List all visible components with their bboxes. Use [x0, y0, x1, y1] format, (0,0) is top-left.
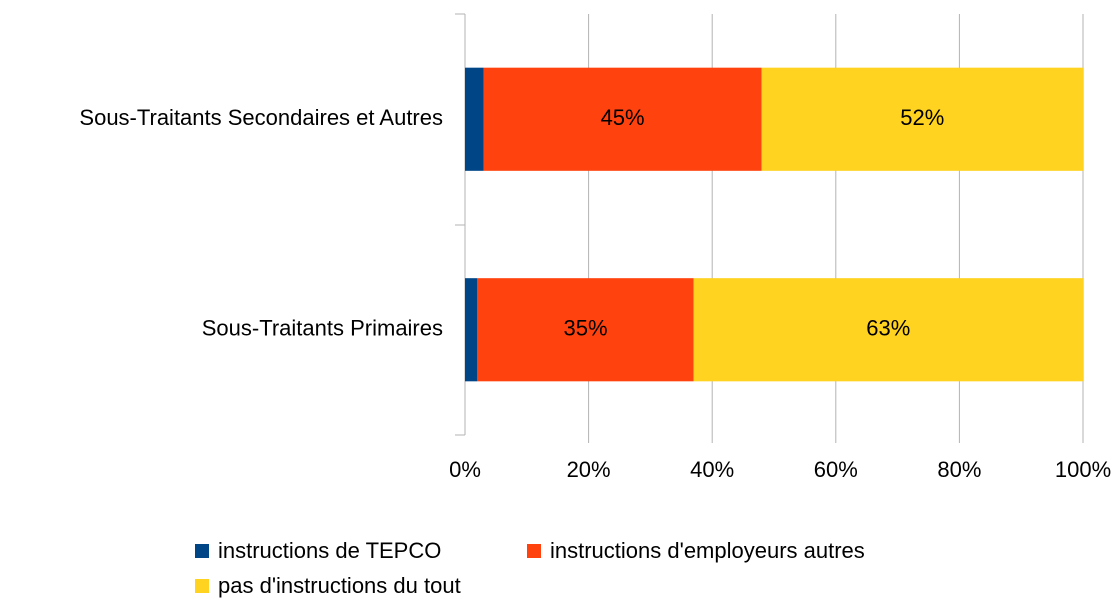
bar-segment	[693, 278, 1083, 382]
legend-swatch	[195, 544, 209, 558]
legend-swatch	[527, 544, 541, 558]
legend-label: pas d'instructions du tout	[218, 573, 461, 598]
bar-segment	[761, 67, 1083, 171]
category-label: Sous-Traitants Secondaires et Autres	[79, 105, 443, 130]
x-tick-label: 0%	[449, 457, 481, 482]
x-tick-label: 80%	[937, 457, 981, 482]
x-tick-label: 20%	[567, 457, 611, 482]
category-label: Sous-Traitants Primaires	[202, 316, 443, 341]
bar-segment	[483, 67, 762, 171]
legend-swatch	[195, 579, 209, 593]
x-tick-label: 60%	[814, 457, 858, 482]
data-label: 45%	[601, 105, 645, 130]
data-label: 63%	[866, 316, 910, 341]
legend-label: instructions de TEPCO	[218, 538, 441, 563]
legend-label: instructions d'employeurs autres	[550, 538, 865, 563]
bar-segment	[465, 278, 478, 382]
x-tick-label: 100%	[1055, 457, 1111, 482]
bar-segment	[465, 67, 484, 171]
data-label: 35%	[563, 316, 607, 341]
x-tick-label: 40%	[690, 457, 734, 482]
data-label: 52%	[900, 105, 944, 130]
bar-segment	[477, 278, 694, 382]
